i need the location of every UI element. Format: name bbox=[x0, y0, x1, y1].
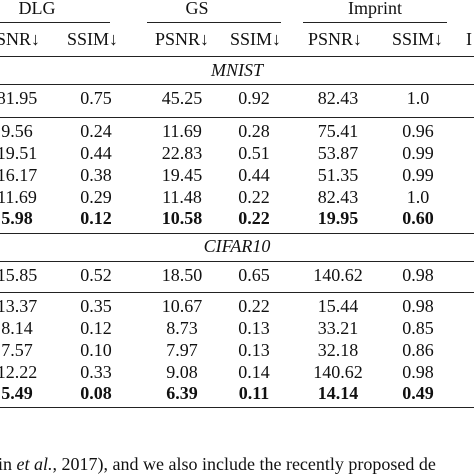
table-cell: 19.45 bbox=[161, 165, 203, 185]
table-cell: 0.44 bbox=[238, 165, 270, 185]
table-cell: 0.92 bbox=[238, 88, 270, 108]
table-cell: 0.28 bbox=[238, 121, 270, 141]
metric-header-trailing: I bbox=[466, 29, 472, 49]
table-cell: 0.60 bbox=[402, 208, 434, 228]
header-rule bbox=[0, 56, 474, 57]
table-cell: 0.98 bbox=[402, 296, 434, 316]
table-cell: 81.95 bbox=[0, 88, 38, 108]
table-cell: 0.13 bbox=[238, 318, 270, 338]
table-cell: 1.0 bbox=[406, 88, 430, 108]
table-cell: 16.17 bbox=[0, 165, 38, 185]
table-cell: 15.85 bbox=[0, 265, 38, 285]
table-cell: 82.43 bbox=[317, 187, 359, 207]
table-cell: 0.86 bbox=[402, 340, 434, 360]
table-cell: 8.73 bbox=[166, 318, 198, 338]
section-top-rule-cifar10 bbox=[0, 233, 474, 234]
caption-post: , 2017), and we also include the recentl… bbox=[52, 454, 436, 474]
table-cell: 45.25 bbox=[161, 88, 203, 108]
table-cell: 8.14 bbox=[1, 318, 33, 338]
table-cell: 13.37 bbox=[0, 296, 38, 316]
section-rule-mnist bbox=[0, 84, 474, 85]
baseline-rule-cifar10 bbox=[0, 292, 474, 293]
method-header-imprint: Imprint bbox=[348, 0, 402, 18]
table-cell: 0.22 bbox=[238, 296, 270, 316]
header-underline-dlg bbox=[0, 22, 110, 23]
table-cell: 5.98 bbox=[1, 208, 33, 228]
table-cell: 0.49 bbox=[402, 383, 434, 403]
table-cell: 15.44 bbox=[317, 296, 359, 316]
metric-header-dlg-psnr: PSNR↓ bbox=[0, 29, 41, 49]
table-cell: 0.98 bbox=[402, 265, 434, 285]
header-underline-imprint bbox=[303, 22, 447, 23]
table-cell: 0.08 bbox=[80, 383, 112, 403]
table-cell: 82.43 bbox=[317, 88, 359, 108]
table-cell: 22.83 bbox=[161, 143, 203, 163]
section-title-mnist: MNIST bbox=[210, 60, 263, 80]
table-cell: 0.85 bbox=[402, 318, 434, 338]
table-cell: 0.22 bbox=[238, 187, 270, 207]
caption-italic: et al. bbox=[16, 454, 53, 474]
table-cell: 0.24 bbox=[80, 121, 112, 141]
table-cell: 0.65 bbox=[238, 265, 270, 285]
caption-text: in et al., 2017), and we also include th… bbox=[0, 454, 436, 475]
table-cell: 53.87 bbox=[317, 143, 359, 163]
table-cell: 0.38 bbox=[80, 165, 112, 185]
table-cell: 0.12 bbox=[80, 318, 112, 338]
method-header-gs: GS bbox=[185, 0, 209, 18]
baseline-rule-mnist bbox=[0, 117, 474, 118]
table-cell: 0.99 bbox=[402, 165, 434, 185]
table-cell: 19.51 bbox=[0, 143, 38, 163]
table-cell: 19.95 bbox=[317, 208, 359, 228]
header-underline-gs bbox=[147, 22, 281, 23]
table-cell: 10.58 bbox=[161, 208, 203, 228]
table-cell: 9.56 bbox=[1, 121, 33, 141]
metric-header-gs-ssim: SSIM↓ bbox=[230, 29, 282, 49]
table-cell: 5.49 bbox=[1, 383, 33, 403]
metric-header-gs-psnr: PSNR↓ bbox=[155, 29, 210, 49]
table-cell: 9.08 bbox=[166, 362, 198, 382]
table-cell: 140.62 bbox=[313, 362, 363, 382]
table-cell: 51.35 bbox=[317, 165, 359, 185]
table-cell: 1.0 bbox=[406, 187, 430, 207]
table-cell: 0.12 bbox=[80, 208, 112, 228]
table-cell: 10.67 bbox=[161, 296, 203, 316]
table-cell: 7.97 bbox=[166, 340, 198, 360]
table-cell: 0.22 bbox=[238, 208, 270, 228]
table-cell: 11.69 bbox=[162, 121, 202, 141]
table-cell: 0.96 bbox=[402, 121, 434, 141]
table-cell: 0.52 bbox=[80, 265, 112, 285]
caption-pre: in bbox=[0, 454, 13, 474]
section-title-cifar10: CIFAR10 bbox=[203, 236, 271, 256]
metric-header-imprint-ssim: SSIM↓ bbox=[392, 29, 444, 49]
table-cell: 6.39 bbox=[166, 383, 198, 403]
table-cell: 0.11 bbox=[238, 383, 270, 403]
table-cell: 11.69 bbox=[0, 187, 37, 207]
table-cell: 0.33 bbox=[80, 362, 112, 382]
table-cell: 0.10 bbox=[80, 340, 112, 360]
table-cell: 33.21 bbox=[317, 318, 359, 338]
table-bottom-rule bbox=[0, 407, 474, 408]
table-cell: 14.14 bbox=[317, 383, 359, 403]
table-cell: 0.44 bbox=[80, 143, 112, 163]
table-cell: 75.41 bbox=[317, 121, 359, 141]
table-cell: 0.35 bbox=[80, 296, 112, 316]
table-cell: 0.13 bbox=[238, 340, 270, 360]
section-rule-cifar10 bbox=[0, 261, 474, 262]
metric-header-dlg-ssim: SSIM↓ bbox=[67, 29, 119, 49]
table-cell: 140.62 bbox=[313, 265, 363, 285]
table-cell: 12.22 bbox=[0, 362, 38, 382]
table-cell: 0.14 bbox=[238, 362, 270, 382]
table-cell: 32.18 bbox=[317, 340, 359, 360]
table-cell: 0.29 bbox=[80, 187, 112, 207]
table-cell: 0.51 bbox=[238, 143, 270, 163]
table-cell: 0.99 bbox=[402, 143, 434, 163]
table-cell: 11.48 bbox=[162, 187, 202, 207]
table-cell: 0.75 bbox=[80, 88, 112, 108]
metric-header-imprint-psnr: PSNR↓ bbox=[308, 29, 363, 49]
table-cell: 0.98 bbox=[402, 362, 434, 382]
method-header-dlg: DLG bbox=[18, 0, 56, 18]
table-cell: 18.50 bbox=[161, 265, 203, 285]
table-cell: 7.57 bbox=[1, 340, 33, 360]
